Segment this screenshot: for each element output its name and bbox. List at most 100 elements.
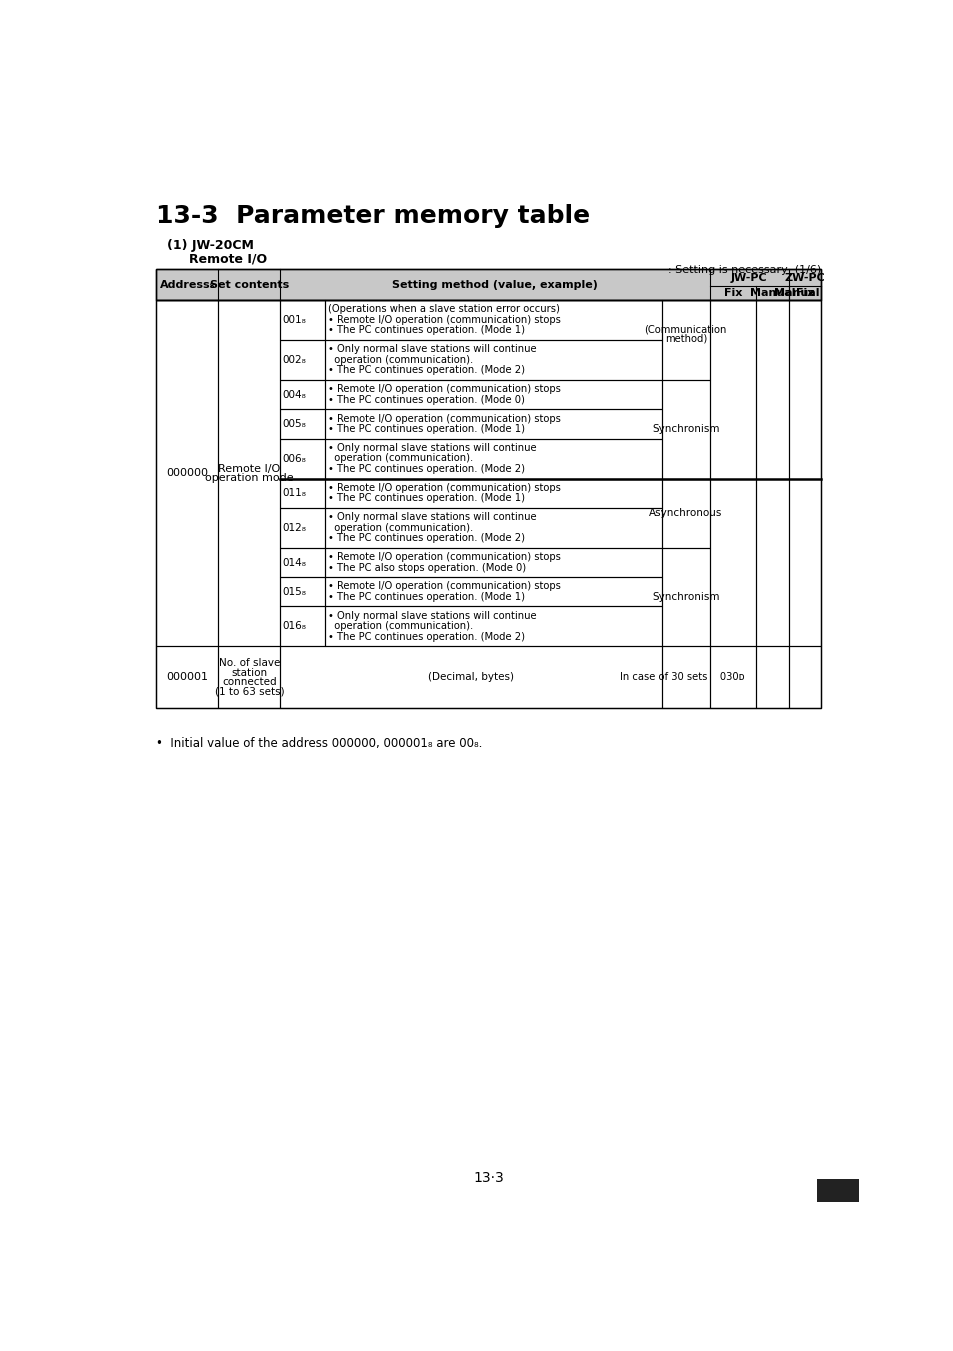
Text: 13-3  Parameter memory table: 13-3 Parameter memory table <box>156 204 590 228</box>
Text: Address₈: Address₈ <box>159 280 215 289</box>
Text: 016₈: 016₈ <box>282 621 306 631</box>
Text: Fix: Fix <box>723 288 741 299</box>
Text: • The PC continues operation. (Mode 1): • The PC continues operation. (Mode 1) <box>328 424 524 434</box>
Bar <box>661 549 709 646</box>
Text: Asynchronous: Asynchronous <box>648 508 721 519</box>
Text: 002₈: 002₈ <box>282 355 306 365</box>
Text: operation (communication).: operation (communication). <box>328 621 473 631</box>
Bar <box>756 646 788 708</box>
Text: Remote I/O: Remote I/O <box>189 253 267 266</box>
Text: operation mode: operation mode <box>205 473 294 482</box>
Text: • The PC continues operation. (Mode 0): • The PC continues operation. (Mode 0) <box>328 394 524 405</box>
Text: Manual: Manual <box>749 288 795 299</box>
Text: 005₈: 005₈ <box>282 419 306 428</box>
Text: • The PC continues operation. (Mode 1): • The PC continues operation. (Mode 1) <box>328 326 524 335</box>
Text: : Setting is necessary  (1/6): : Setting is necessary (1/6) <box>667 265 821 274</box>
Bar <box>280 577 324 607</box>
Bar <box>156 300 821 708</box>
Bar <box>324 508 661 549</box>
Text: 011₈: 011₈ <box>282 488 306 499</box>
Text: • The PC continues operation. (Mode 1): • The PC continues operation. (Mode 1) <box>328 592 524 601</box>
Text: Set contents: Set contents <box>210 280 289 289</box>
Bar <box>324 340 661 380</box>
Bar <box>280 607 324 646</box>
Text: connected: connected <box>222 677 276 686</box>
Bar <box>324 577 661 607</box>
Text: (Communication: (Communication <box>644 324 726 334</box>
Text: 015₈: 015₈ <box>282 586 306 597</box>
Text: • The PC continues operation. (Mode 2): • The PC continues operation. (Mode 2) <box>328 365 524 376</box>
Text: •  Initial value of the address 000000, 000001₈ are 00₈.: • Initial value of the address 000000, 0… <box>156 738 482 750</box>
Text: 014₈: 014₈ <box>282 558 306 567</box>
Bar <box>788 300 821 646</box>
Bar <box>156 300 218 646</box>
Text: 001₈: 001₈ <box>282 315 306 326</box>
Bar <box>156 269 821 300</box>
Text: Synchronism: Synchronism <box>651 424 719 434</box>
Text: • Remote I/O operation (communication) stops: • Remote I/O operation (communication) s… <box>328 315 560 324</box>
Bar <box>280 439 324 478</box>
Text: (1) JW-20CM: (1) JW-20CM <box>167 239 253 253</box>
Text: Remote I/O: Remote I/O <box>218 463 280 474</box>
Bar <box>280 300 324 340</box>
Text: operation (communication).: operation (communication). <box>328 454 473 463</box>
Text: • Remote I/O operation (communication) stops: • Remote I/O operation (communication) s… <box>328 553 560 562</box>
Bar <box>218 646 280 708</box>
Text: • Remote I/O operation (communication) stops: • Remote I/O operation (communication) s… <box>328 384 560 394</box>
Text: In case of 30 sets    030ᴅ: In case of 30 sets 030ᴅ <box>618 673 743 682</box>
Text: • The PC continues operation. (Mode 2): • The PC continues operation. (Mode 2) <box>328 463 524 474</box>
Text: • Remote I/O operation (communication) stops: • Remote I/O operation (communication) s… <box>328 581 560 592</box>
Bar <box>280 380 324 409</box>
Text: Fix: Fix <box>795 288 814 299</box>
Text: • The PC continues operation. (Mode 2): • The PC continues operation. (Mode 2) <box>328 632 524 642</box>
Bar <box>324 607 661 646</box>
Bar <box>218 300 280 646</box>
Bar <box>756 300 788 646</box>
Text: • Only normal slave stations will continue: • Only normal slave stations will contin… <box>328 345 536 354</box>
Text: • Remote I/O operation (communication) stops: • Remote I/O operation (communication) s… <box>328 482 560 493</box>
Text: • Only normal slave stations will continue: • Only normal slave stations will contin… <box>328 443 536 453</box>
Bar <box>661 300 709 380</box>
Bar <box>280 478 324 508</box>
Bar <box>280 409 324 439</box>
Bar <box>280 508 324 549</box>
Bar <box>156 646 218 708</box>
Bar <box>661 478 709 549</box>
Bar <box>280 646 661 708</box>
Bar <box>816 1178 858 1202</box>
Bar <box>156 269 821 300</box>
Bar <box>324 380 661 409</box>
Text: operation (communication).: operation (communication). <box>328 523 473 532</box>
Text: 000001: 000001 <box>166 673 209 682</box>
Text: (Decimal, bytes): (Decimal, bytes) <box>428 673 514 682</box>
Text: Synchronism: Synchronism <box>651 592 719 603</box>
Text: • Remote I/O operation (communication) stops: • Remote I/O operation (communication) s… <box>328 413 560 423</box>
Text: ZW-PC: ZW-PC <box>784 273 824 282</box>
Text: • The PC also stops operation. (Mode 0): • The PC also stops operation. (Mode 0) <box>328 562 525 573</box>
Text: (1 to 63 sets): (1 to 63 sets) <box>214 686 284 696</box>
Bar <box>324 549 661 577</box>
Bar <box>788 646 821 708</box>
Text: 000000: 000000 <box>166 469 209 478</box>
Text: 13·3: 13·3 <box>473 1171 504 1185</box>
Bar <box>324 300 661 340</box>
Text: operation (communication).: operation (communication). <box>328 355 473 365</box>
Text: station: station <box>232 667 267 678</box>
Bar <box>709 646 756 708</box>
Bar <box>661 646 709 708</box>
Text: • Only normal slave stations will continue: • Only normal slave stations will contin… <box>328 512 536 523</box>
Text: Setting method (value, example): Setting method (value, example) <box>392 280 598 289</box>
Text: • Only normal slave stations will continue: • Only normal slave stations will contin… <box>328 611 536 621</box>
Text: (Operations when a slave station error occurs): (Operations when a slave station error o… <box>328 304 559 315</box>
Bar <box>324 478 661 508</box>
Bar <box>709 300 756 646</box>
Text: 004₈: 004₈ <box>282 389 306 400</box>
Text: • The PC continues operation. (Mode 2): • The PC continues operation. (Mode 2) <box>328 534 524 543</box>
Text: JW-PC: JW-PC <box>730 273 767 282</box>
Bar <box>661 380 709 478</box>
Bar <box>324 439 661 478</box>
Bar <box>280 340 324 380</box>
Text: No. of slave: No. of slave <box>218 658 280 669</box>
Text: • The PC continues operation. (Mode 1): • The PC continues operation. (Mode 1) <box>328 493 524 503</box>
Text: 012₈: 012₈ <box>282 523 306 532</box>
